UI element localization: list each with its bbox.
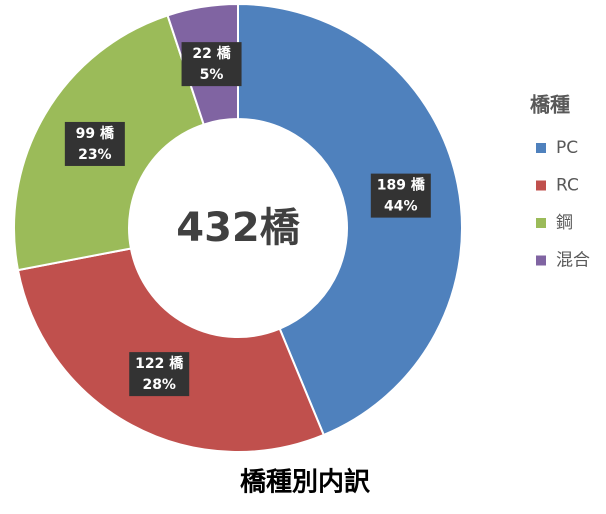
legend-label: RC bbox=[556, 176, 579, 196]
data-label: 22 橋 5% bbox=[181, 42, 242, 87]
data-label-value: 99 橋 bbox=[76, 125, 115, 142]
data-label-value: 189 橋 bbox=[377, 177, 426, 194]
legend-label: 混合 bbox=[556, 251, 590, 271]
center-label: 432橋 bbox=[176, 205, 300, 251]
legend-title: 橋種 bbox=[530, 93, 570, 117]
data-label-percent: 23% bbox=[78, 147, 112, 163]
data-label-box bbox=[64, 121, 125, 166]
data-label: 122 橋 28% bbox=[129, 352, 190, 397]
legend-swatch bbox=[536, 218, 546, 228]
data-label: 189 橋 44% bbox=[370, 173, 431, 218]
legend-label: 鋼 bbox=[556, 213, 573, 233]
data-label-percent: 28% bbox=[142, 377, 176, 393]
donut-slice bbox=[237, 2, 463, 437]
data-label-box bbox=[181, 42, 242, 87]
legend-swatch bbox=[536, 143, 546, 153]
data-label: 99 橋 23% bbox=[64, 121, 125, 166]
data-label-percent: 5% bbox=[200, 67, 224, 83]
legend-label: PC bbox=[556, 138, 578, 158]
chart-title: 橋種別内訳 bbox=[240, 467, 371, 498]
data-label-percent: 44% bbox=[384, 199, 418, 215]
data-label-value: 122 橋 bbox=[135, 355, 184, 372]
legend-swatch bbox=[536, 255, 546, 266]
data-label-value: 22 橋 bbox=[192, 45, 231, 62]
data-label-box bbox=[370, 173, 431, 218]
donut-slice bbox=[16, 247, 326, 453]
data-label-box bbox=[129, 352, 190, 397]
legend-swatch bbox=[536, 180, 546, 191]
